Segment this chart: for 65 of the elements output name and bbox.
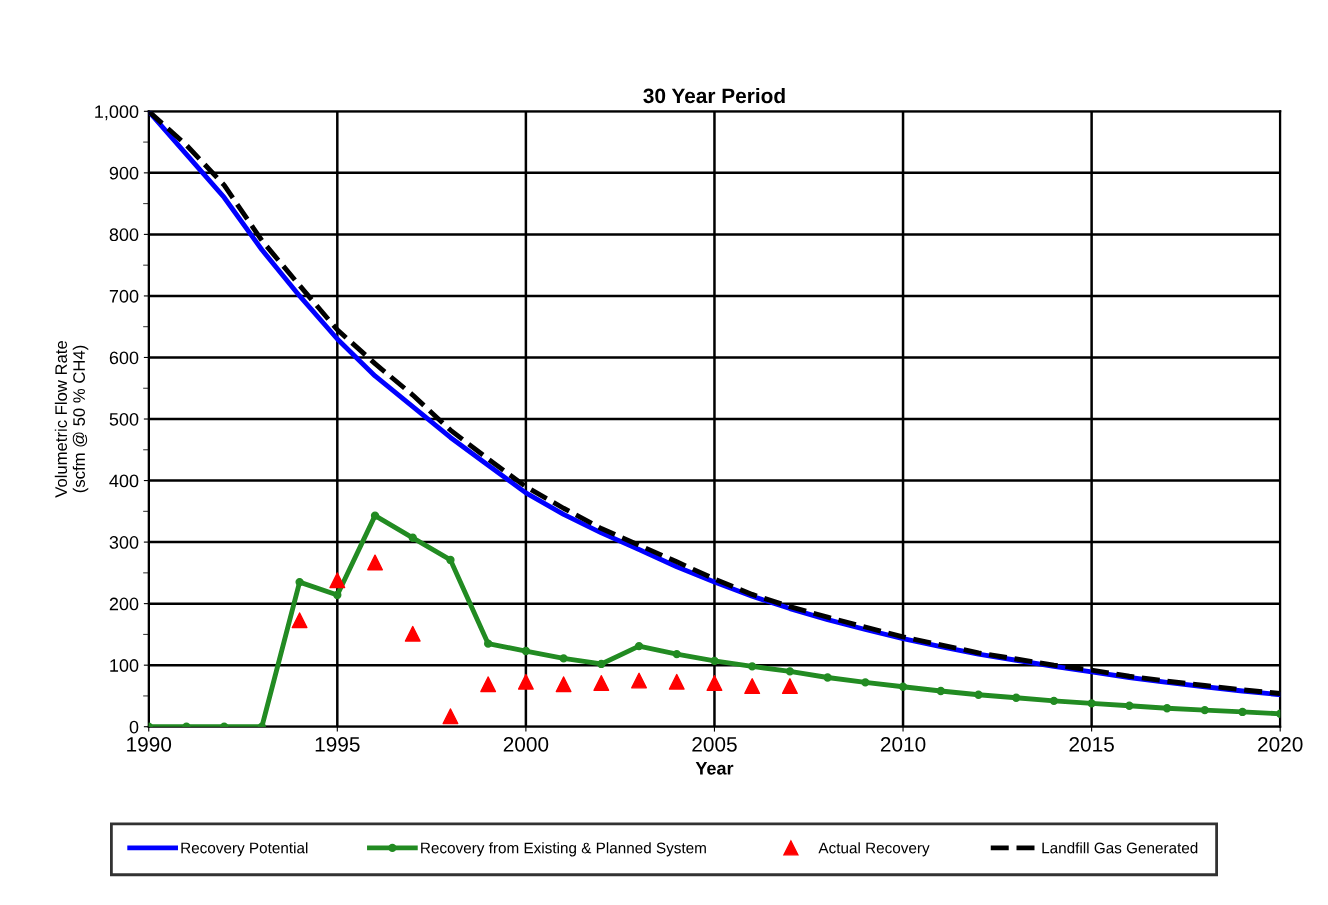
point <box>861 678 870 687</box>
point <box>367 554 384 571</box>
x-tick-label: 2020 <box>1258 736 1303 752</box>
point <box>480 676 497 693</box>
x-axis-title: Year <box>695 762 734 775</box>
point <box>898 682 908 691</box>
y-tick-label: 900 <box>109 166 139 180</box>
legend-label: Recovery Potential <box>181 842 308 857</box>
y-tick-label: 600 <box>109 351 139 365</box>
point <box>785 667 795 676</box>
point <box>710 656 719 666</box>
point <box>404 625 421 642</box>
y-tick-label: 100 <box>110 659 139 672</box>
point <box>333 590 342 600</box>
point <box>408 533 417 542</box>
point <box>329 572 346 589</box>
x-tick-label: 2000 <box>503 736 549 752</box>
point <box>555 676 572 693</box>
point <box>748 662 757 671</box>
y-tick-label: 400 <box>109 474 139 488</box>
point <box>559 654 568 663</box>
point <box>1049 696 1059 706</box>
point <box>974 690 983 699</box>
point <box>668 673 685 690</box>
x-tick-label: 1995 <box>315 736 360 752</box>
point <box>781 678 798 695</box>
chart-title: 30 Year Period <box>643 87 785 104</box>
point <box>1200 705 1209 715</box>
point <box>1125 701 1134 710</box>
point <box>744 678 761 695</box>
point <box>597 659 606 669</box>
y-tick-label: 500 <box>109 412 139 426</box>
legend-label: Actual Recovery <box>818 842 930 857</box>
y-tick-label: 0 <box>129 720 139 734</box>
point <box>484 639 493 648</box>
point <box>446 555 455 565</box>
point <box>1087 699 1096 708</box>
point <box>1238 707 1247 717</box>
x-tick-label: 2005 <box>692 736 737 752</box>
x-tick-label: 2015 <box>1069 736 1114 752</box>
point <box>823 673 832 682</box>
y-tick-label: 1,000 <box>95 105 139 121</box>
y-tick-label: 300 <box>109 536 139 549</box>
point <box>706 675 723 692</box>
point <box>631 672 648 689</box>
legend-label: Landfill Gas Generated <box>1042 842 1198 854</box>
point <box>370 511 380 520</box>
y-tick-label: 700 <box>109 289 139 303</box>
point <box>634 641 644 651</box>
y-axis-title: Volumetric Flow Rate (scfm @ 50 % CH4) <box>54 341 89 498</box>
x-tick-label: 2010 <box>880 736 926 752</box>
point <box>593 675 610 692</box>
y-tick-label: 800 <box>109 228 139 242</box>
y-tick-label: 200 <box>109 597 139 611</box>
point <box>1012 693 1021 702</box>
point <box>1162 704 1172 713</box>
point <box>521 646 531 656</box>
point <box>517 673 534 690</box>
legend-label: Recovery from Existing & Planned System <box>421 842 706 857</box>
x-tick-label: 1990 <box>127 736 172 752</box>
point <box>672 649 681 659</box>
point <box>936 686 945 696</box>
point <box>295 577 304 587</box>
point <box>291 612 308 629</box>
point <box>442 708 459 725</box>
